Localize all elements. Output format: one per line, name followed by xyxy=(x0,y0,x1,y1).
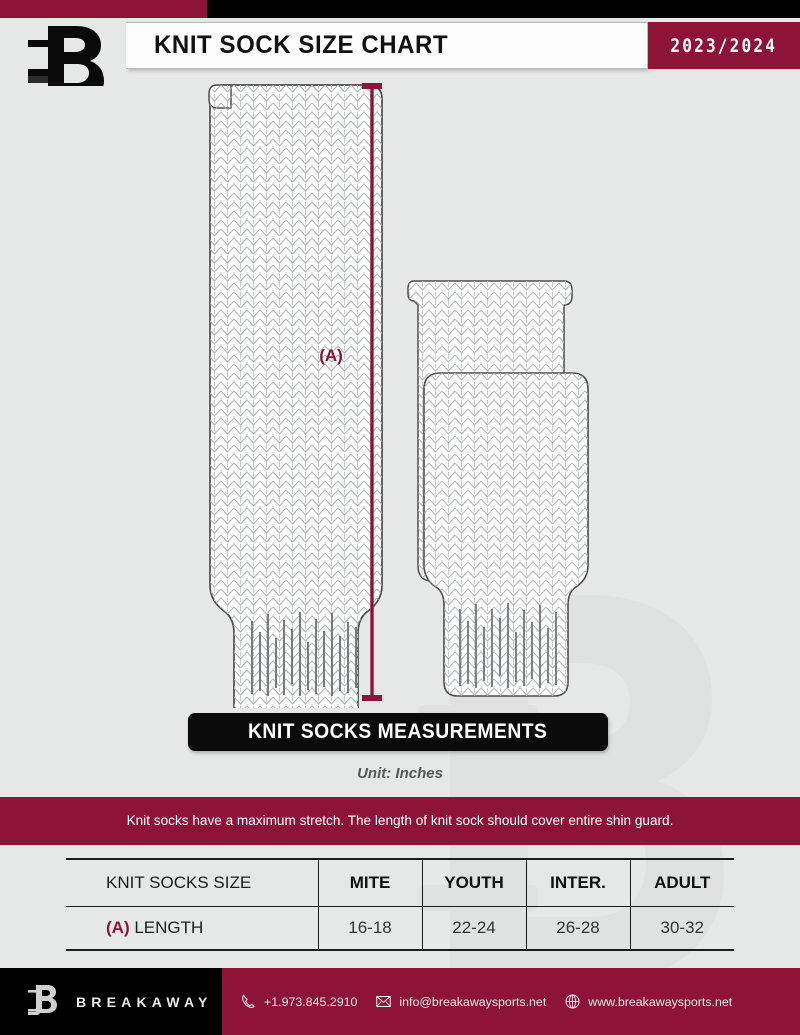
knit-sock-icon-large-right xyxy=(423,372,589,697)
footer-phone[interactable]: +1.973.845.2910 xyxy=(240,993,357,1010)
table-header-row: KNIT SOCKS SIZE MITE YOUTH INTER. ADULT xyxy=(66,858,734,907)
table-header-cell-inter: INTER. xyxy=(525,858,631,907)
sock-foot-ribbing-left xyxy=(251,612,357,696)
page-header: KNIT SOCK SIZE CHART 2023/2024 xyxy=(0,22,800,86)
globe-icon xyxy=(565,994,580,1009)
table-cell-youth: 22-24 xyxy=(421,906,527,951)
phone-icon xyxy=(242,994,255,1008)
footer-website[interactable]: www.breakawaysports.net xyxy=(564,993,732,1010)
row-tag-a: (A) xyxy=(106,917,130,937)
table-cell-adult: 30-32 xyxy=(629,906,734,951)
top-accent-strip xyxy=(0,0,800,18)
breakaway-b-logo-icon xyxy=(28,26,104,86)
vertical-measurement-line-icon xyxy=(362,83,382,701)
table-cell-inter: 26-28 xyxy=(525,906,631,951)
footer-brand-block: BREAKAWAY xyxy=(0,968,222,1035)
header-title-box: KNIT SOCK SIZE CHART xyxy=(126,22,648,69)
table-cell-row-label: (A) LENGTH xyxy=(66,906,319,951)
measurements-pill: KNIT SOCKS MEASUREMENTS xyxy=(188,713,608,751)
envelope-icon xyxy=(376,996,392,1007)
knit-sock-icon-large-left xyxy=(208,84,383,708)
measurements-pill-label: KNIT SOCKS MEASUREMENTS xyxy=(248,720,548,743)
unit-label: Unit: Inches xyxy=(357,765,443,782)
top-strip-maroon-segment xyxy=(0,0,207,18)
sock-knit-texture-large-left xyxy=(210,85,382,708)
footer-contact-block: +1.973.845.2910 info@breakawaysports.net… xyxy=(222,968,800,1035)
note-text: Knit socks have a maximum stretch. The l… xyxy=(126,812,674,828)
note-banner: Knit socks have a maximum stretch. The l… xyxy=(0,797,800,845)
page-footer: BREAKAWAY +1.973.845.2910 info@breakaway… xyxy=(0,968,800,1035)
footer-website-text: www.breakawaysports.net xyxy=(588,994,733,1009)
table-header-cell-youth: YOUTH xyxy=(421,858,527,907)
sock-foot-ribbing-right xyxy=(459,603,557,688)
table-header-cell-adult: ADULT xyxy=(629,858,734,907)
footer-email[interactable]: info@breakawaysports.net xyxy=(375,993,546,1010)
breakaway-b-logo-icon xyxy=(28,984,57,1015)
sock-knit-texture-large-right xyxy=(424,373,588,696)
table-row: (A) LENGTH 16-18 22-24 26-28 30-32 xyxy=(66,906,734,951)
footer-phone-text: +1.973.845.2910 xyxy=(264,994,358,1009)
year-badge: 2023/2024 xyxy=(648,22,800,69)
table-cell-mite: 16-18 xyxy=(317,906,423,951)
page-title: KNIT SOCK SIZE CHART xyxy=(154,31,449,59)
year-label: 2023/2024 xyxy=(670,34,778,57)
measure-label-a: (A) xyxy=(319,346,343,365)
footer-email-text: info@breakawaysports.net xyxy=(399,994,547,1009)
table-header-cell-size: KNIT SOCKS SIZE xyxy=(66,858,319,907)
row-label-length: LENGTH xyxy=(134,917,204,937)
table-header-cell-mite: MITE xyxy=(317,858,423,907)
sock-illustration: (A) xyxy=(208,83,589,708)
size-chart-table: KNIT SOCKS SIZE MITE YOUTH INTER. ADULT … xyxy=(66,858,734,951)
footer-brand-name: BREAKAWAY xyxy=(76,993,213,1010)
top-strip-black-segment xyxy=(207,0,800,18)
